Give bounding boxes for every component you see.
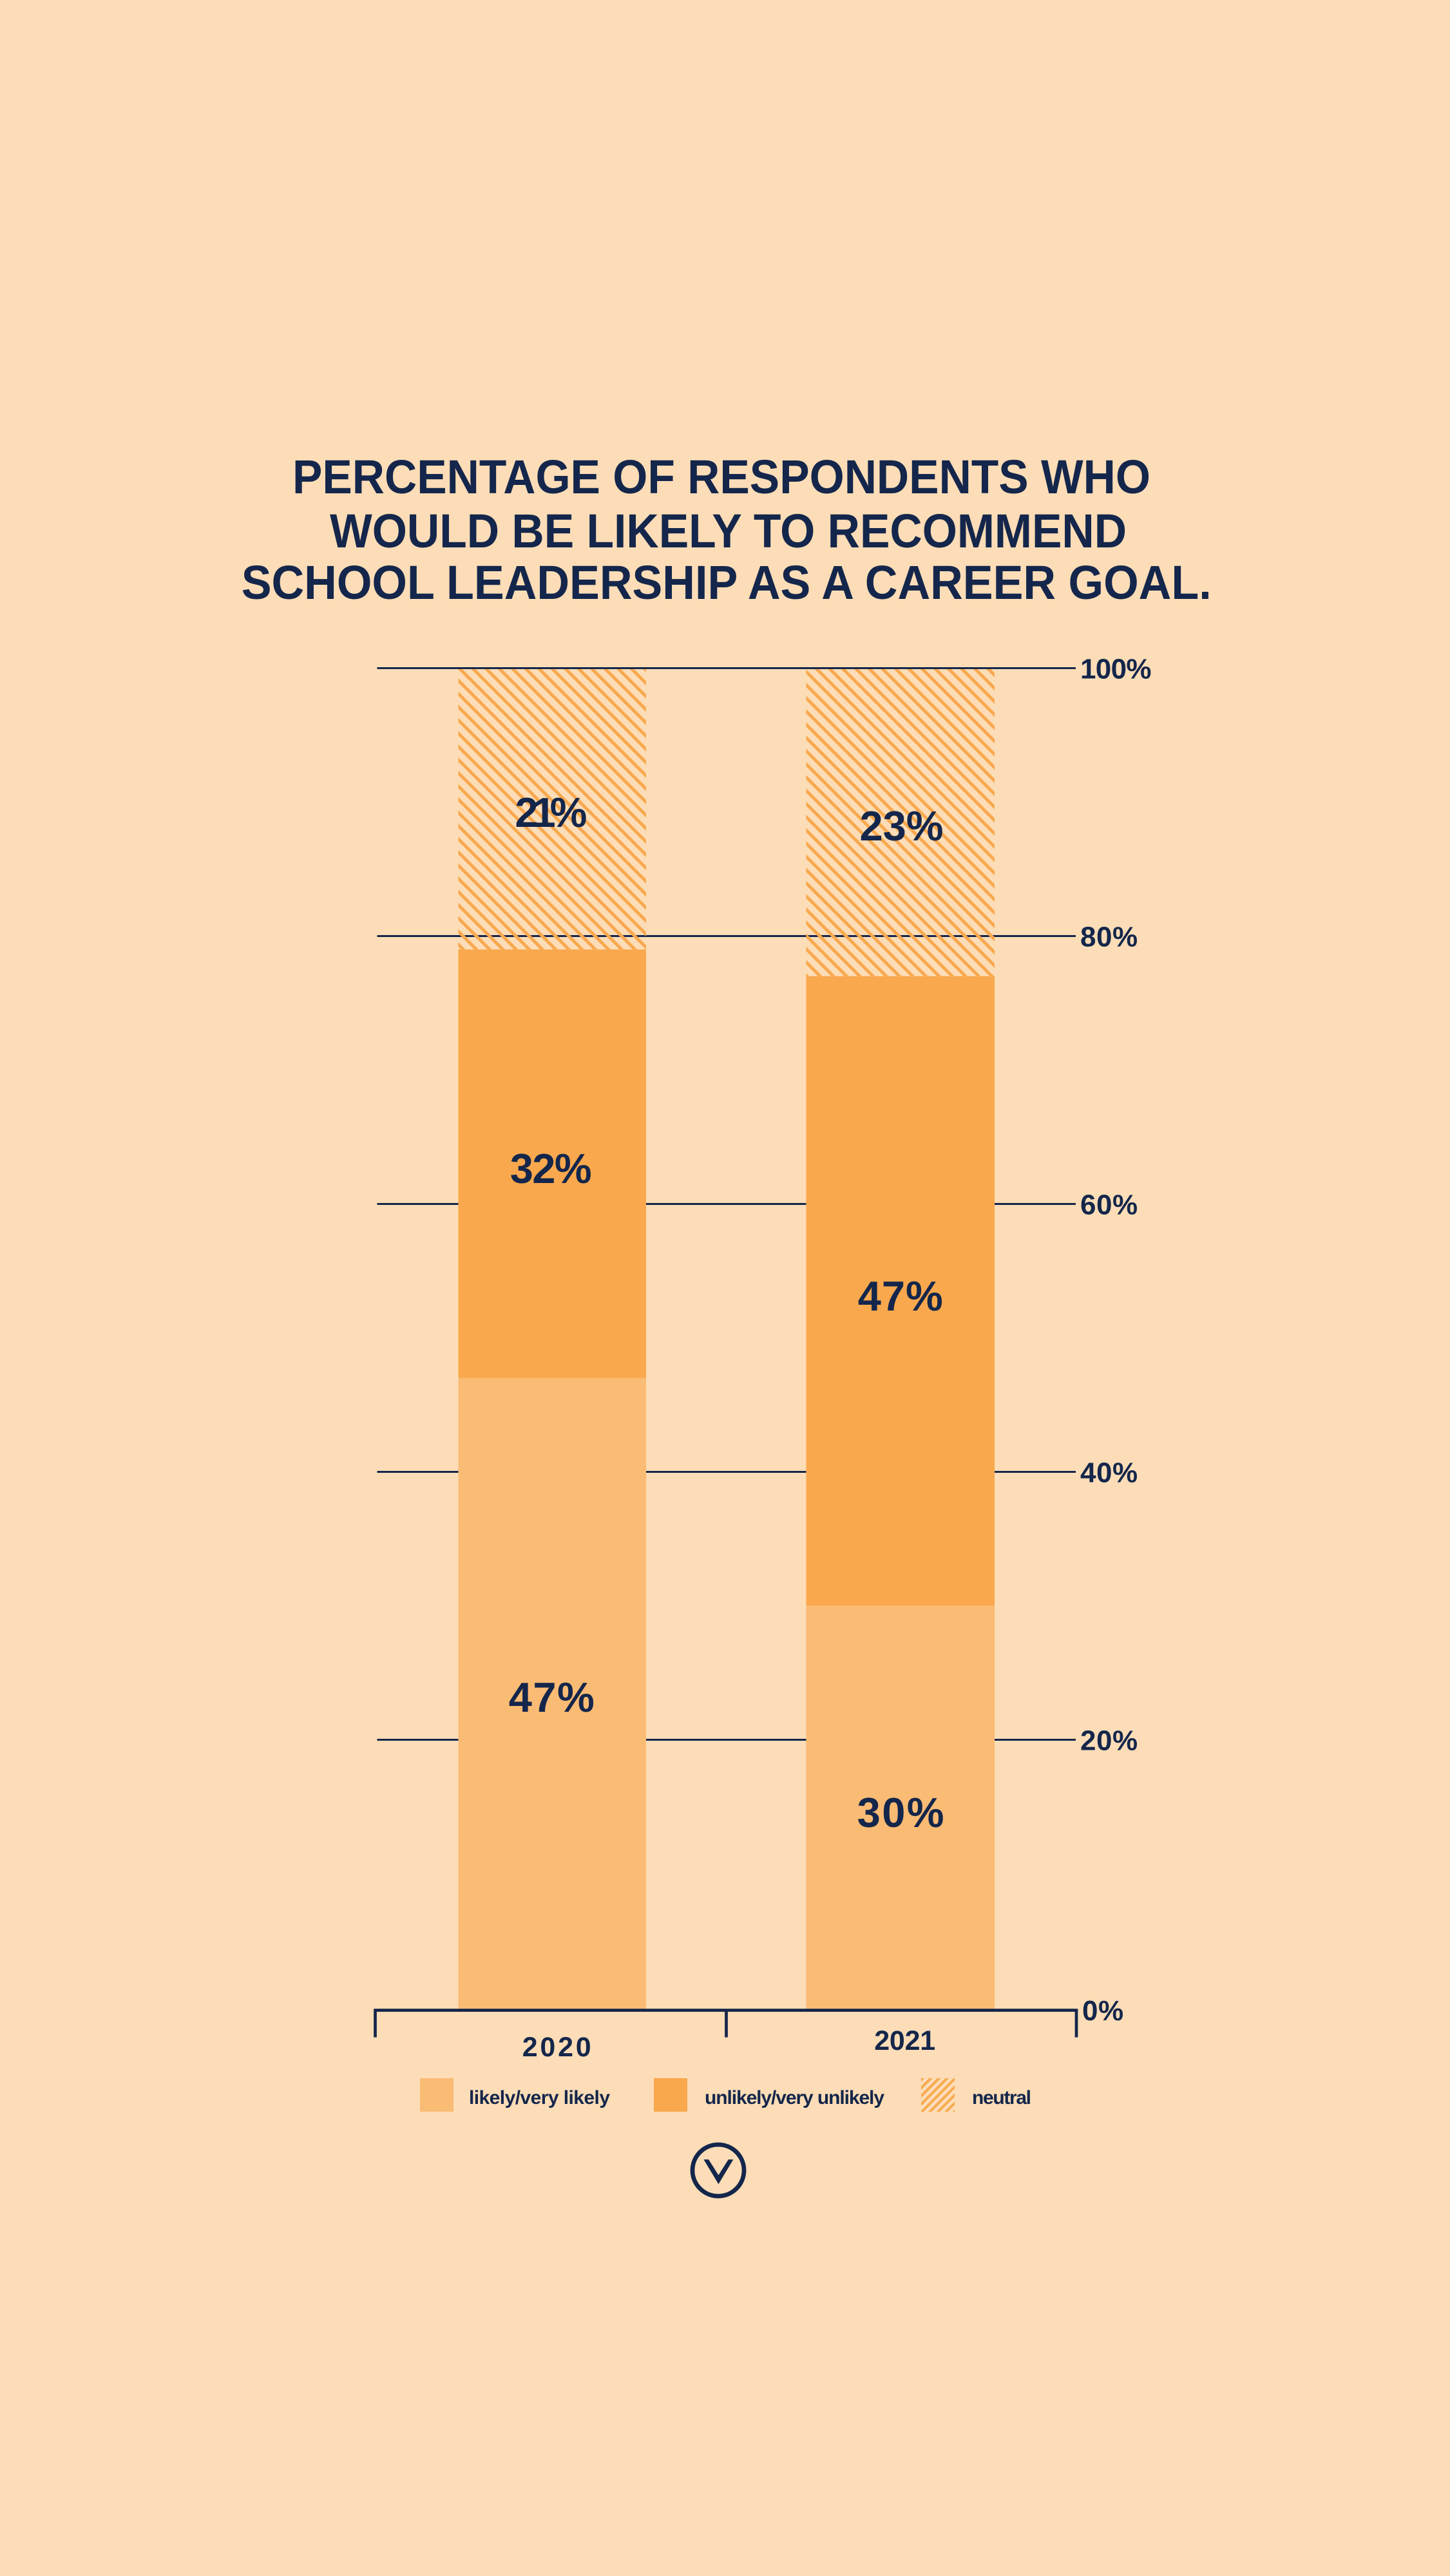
svg-text:100%: 100% [1080, 654, 1152, 685]
svg-text:20%: 20% [1080, 1725, 1138, 1757]
svg-text:2021: 2021 [874, 2025, 935, 2056]
svg-text:30%: 30% [857, 1789, 944, 1836]
svg-text:32%: 32% [510, 1145, 592, 1192]
svg-text:2020: 2020 [522, 2032, 591, 2063]
svg-text:0%: 0% [1082, 1995, 1124, 2027]
svg-text:47%: 47% [858, 1273, 943, 1320]
svg-text:likely/very likely: likely/very likely [469, 2087, 610, 2108]
svg-text:40%: 40% [1080, 1457, 1138, 1489]
svg-text:SCHOOL LEADERSHIP AS A CAREER: SCHOOL LEADERSHIP AS A CAREER GOAL. [242, 556, 1212, 609]
svg-text:neutral: neutral [972, 2087, 1031, 2108]
svg-text:PERCENTAGE OF RESPONDENTS WHO: PERCENTAGE OF RESPONDENTS WHO [292, 450, 1150, 504]
svg-text:23%: 23% [860, 802, 944, 849]
svg-text:21%: 21% [515, 789, 587, 836]
svg-text:60%: 60% [1080, 1189, 1138, 1221]
svg-text:WOULD BE LIKELY TO RECOMMEND: WOULD BE LIKELY TO RECOMMEND [330, 504, 1127, 558]
svg-text:unlikely/very unlikely: unlikely/very unlikely [705, 2087, 884, 2108]
svg-text:47%: 47% [509, 1674, 595, 1721]
svg-text:80%: 80% [1080, 922, 1138, 953]
